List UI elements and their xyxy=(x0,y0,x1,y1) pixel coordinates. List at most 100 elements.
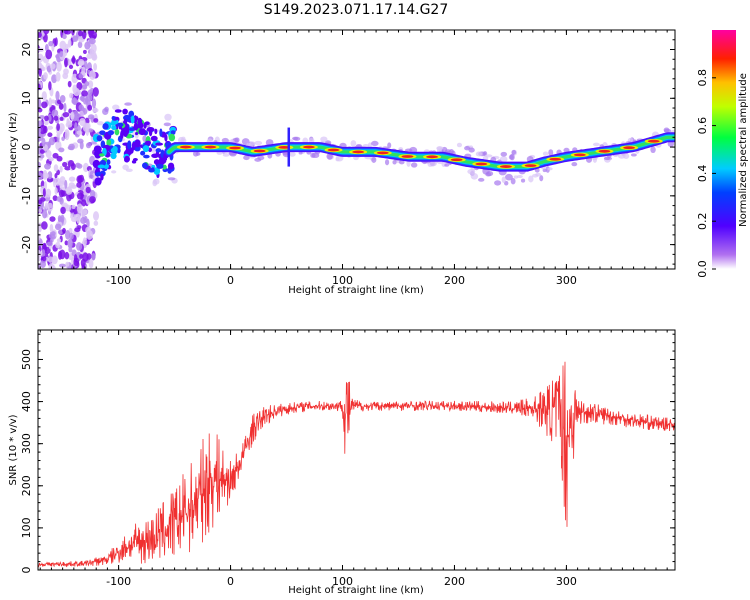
spectrogram-noise-blob xyxy=(72,84,77,94)
spectrogram-noise-blob xyxy=(57,215,62,223)
spectrogram-x-ticks: -100 0 100 200 300 xyxy=(39,30,668,287)
spectrogram-peak-core xyxy=(327,148,340,152)
spectrogram-noise-blob xyxy=(54,37,58,47)
spectrogram-noise-blob xyxy=(85,142,92,149)
spectrogram-noise-blob xyxy=(76,192,84,200)
spectrogram-noise-blob xyxy=(39,260,46,269)
spectrogram-turbulent-blob xyxy=(135,131,139,136)
spectrogram-noise-blob xyxy=(39,153,45,159)
spectrogram-halo-blob xyxy=(254,140,263,146)
spectrogram-noise-blob xyxy=(64,179,68,190)
spectrogram-noise-blob xyxy=(51,74,58,84)
spectrogram-noise-blob xyxy=(56,61,62,72)
spectrogram-halo-blob xyxy=(617,152,626,159)
spectrogram-turbulent-blob xyxy=(159,128,163,137)
spectrogram-x-tick-label: 0 xyxy=(227,274,234,287)
spectrogram-halo-blob xyxy=(501,176,506,184)
spectrogram-noise-blob xyxy=(58,189,65,198)
spectrogram-halo-blob xyxy=(571,161,578,167)
spectrogram-noise-blob xyxy=(74,122,78,132)
spectrogram-halo-blob xyxy=(153,178,160,185)
spectrogram-halo-blob xyxy=(470,172,479,180)
spectrogram-turbulent-blob xyxy=(112,146,118,153)
spectrogram-noise-blob xyxy=(46,177,54,183)
spectrogram-noise-blob xyxy=(67,238,73,249)
spectrogram-noise-blob xyxy=(91,98,97,109)
colorbar-tick-label: 0.4 xyxy=(696,165,709,183)
spectrogram-noise-blob xyxy=(58,102,64,110)
spectrogram-noise-blob xyxy=(79,95,86,102)
spectrogram-turbulent-blob xyxy=(170,130,176,135)
spectrogram-noise-blob xyxy=(89,196,96,203)
spectrogram-turbulent-blob xyxy=(124,157,130,163)
spectrogram-noise-blob xyxy=(38,134,41,143)
spectrogram-noise-blob xyxy=(56,132,61,138)
spectrogram-noise-blob xyxy=(54,173,58,179)
spectrogram-turbulent-blob xyxy=(145,140,152,146)
spectrogram-noise-blob xyxy=(51,255,58,265)
colorbar-tick-label: 0.2 xyxy=(696,212,709,230)
spectrogram-turbulent-blob xyxy=(150,135,158,142)
spectrogram-noise-blob xyxy=(72,55,76,65)
spectrogram-halo-blob xyxy=(308,137,315,144)
snr-background xyxy=(38,330,675,570)
spectrogram-peak-core xyxy=(450,158,463,162)
spectrogram-turbulent-blob xyxy=(123,126,130,136)
spectrogram-noise-blob xyxy=(84,41,91,50)
spectrogram-noise-blob xyxy=(76,163,83,169)
spectrogram-halo-blob xyxy=(246,142,251,146)
colorbar-tick-label: 0.8 xyxy=(696,69,709,87)
spectrogram-x-tick-label: 200 xyxy=(444,274,465,287)
spectrogram-halo-blob xyxy=(532,173,539,178)
spectrogram-turbulent-blob xyxy=(97,164,106,169)
spectrogram-halo-blob xyxy=(89,141,98,145)
spectrogram-noise-blob xyxy=(89,70,96,80)
spectrogram-noise-blob xyxy=(41,66,46,72)
spectrogram-noise-blob xyxy=(44,115,49,122)
spectrogram-turbulent-blob xyxy=(122,108,128,115)
spectrogram-noise-blob xyxy=(47,140,51,149)
spectrogram-noise-blob xyxy=(64,240,69,246)
spectrogram-noise-blob xyxy=(41,137,46,147)
spectrogram-noise-blob xyxy=(80,258,86,268)
spectrogram-halo-blob xyxy=(111,170,117,174)
spectrogram-noise-blob xyxy=(68,232,74,240)
spectrogram-y-tick-label: 20 xyxy=(20,43,33,57)
spectrogram-noise-blob xyxy=(50,99,56,104)
spectrogram-noise-blob xyxy=(38,172,44,181)
spectrogram-noise-blob xyxy=(53,115,59,121)
spectrogram-noise-blob xyxy=(71,204,76,210)
spectrogram-peak-core xyxy=(352,150,365,154)
spectrogram-turbulent-blob xyxy=(128,127,135,131)
spectrogram-halo-blob xyxy=(667,140,675,147)
spectrogram-halo-blob xyxy=(326,153,333,160)
spectrogram-halo-blob xyxy=(371,140,379,147)
spectrogram-peak-core xyxy=(302,145,315,149)
spectrogram-halo-blob xyxy=(542,151,549,156)
spectrogram-turbulent-blob xyxy=(151,153,159,159)
spectrogram-turbulent-blob xyxy=(138,128,146,136)
colorbar-gradient xyxy=(712,30,736,269)
spectrogram-halo-blob xyxy=(603,156,611,161)
spectrogram-noise-blob xyxy=(58,147,65,153)
spectrogram-noise-blob xyxy=(88,258,94,269)
spectrogram-noise-blob xyxy=(63,102,67,113)
snr-y-tick-label: 300 xyxy=(20,433,33,454)
spectrogram-halo-blob xyxy=(534,168,540,173)
spectrogram-peak-core xyxy=(278,145,291,149)
spectrogram-noise-blob xyxy=(45,149,52,159)
spectrogram-noise-blob xyxy=(70,163,76,171)
spectrogram-noise-blob xyxy=(42,169,48,180)
spectrogram-halo-blob xyxy=(151,149,157,153)
snr-y-tick-label: 100 xyxy=(20,517,33,538)
spectrogram-noise-blob xyxy=(39,149,45,154)
spectrogram-noise-blob xyxy=(78,73,84,79)
spectrogram-noise-blob xyxy=(88,37,96,45)
spectrogram-halo-blob xyxy=(298,151,303,155)
spectrogram-noise-blob xyxy=(55,242,61,249)
spectrogram-noise-blob xyxy=(54,177,61,186)
colorbar: 0.0 0.2 0.4 0.6 0.8 Normalized spectral ampl… xyxy=(696,30,749,278)
spectrogram-noise-blob xyxy=(38,107,43,113)
spectrogram-turbulent-blob xyxy=(123,118,128,125)
